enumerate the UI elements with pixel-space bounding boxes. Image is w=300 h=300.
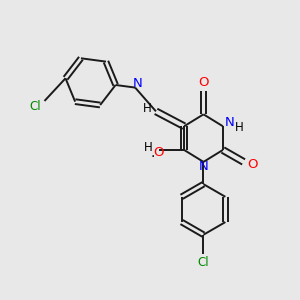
Text: .: . — [151, 146, 155, 160]
Text: O: O — [247, 158, 258, 171]
Text: N: N — [224, 116, 234, 129]
Text: H: H — [144, 141, 153, 154]
Text: N: N — [199, 160, 208, 173]
Text: H: H — [143, 102, 152, 115]
Text: O: O — [198, 76, 209, 89]
Text: Cl: Cl — [198, 256, 209, 269]
Text: Cl: Cl — [30, 100, 41, 113]
Text: N: N — [133, 76, 143, 90]
Text: H: H — [235, 121, 244, 134]
Text: O: O — [153, 146, 164, 159]
